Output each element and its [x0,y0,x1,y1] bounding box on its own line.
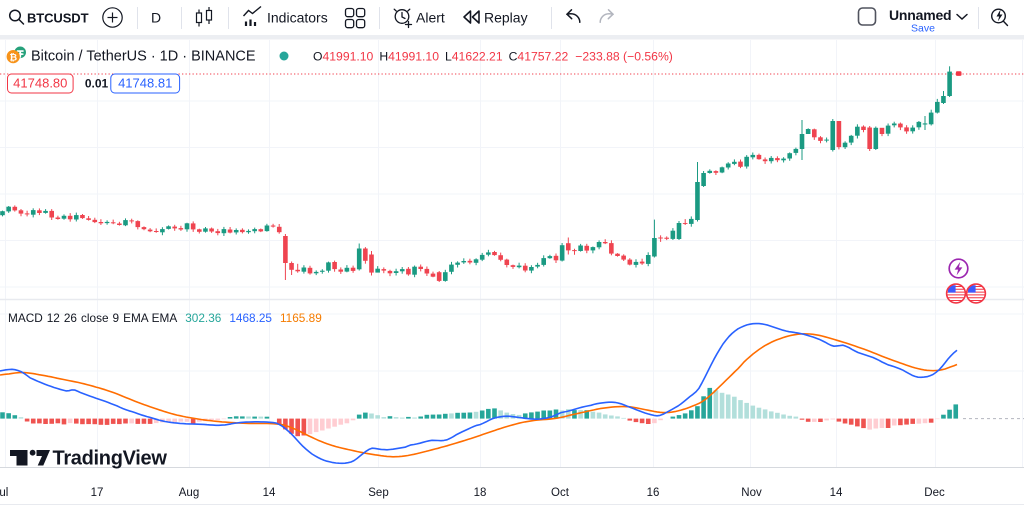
svg-text:41748.80: 41748.80 [13,76,67,91]
svg-text:Indicators: Indicators [267,10,328,26]
svg-text:Aug: Aug [179,487,199,499]
svg-text:Save: Save [911,23,935,35]
svg-text:16: 16 [647,487,660,499]
svg-text:Oct: Oct [551,487,570,499]
svg-text:0.01: 0.01 [85,77,109,91]
svg-text:Unnamed: Unnamed [889,7,951,23]
svg-text:Sep: Sep [368,487,388,499]
svg-text:D: D [151,10,161,26]
svg-text:Replay: Replay [484,10,528,26]
svg-text:18: 18 [474,487,487,499]
svg-text:Nov: Nov [741,487,762,499]
svg-text:41748.81: 41748.81 [118,76,172,91]
svg-text:BTCUSDT: BTCUSDT [27,11,89,26]
svg-text:17: 17 [91,487,104,499]
svg-text:14: 14 [263,487,276,499]
svg-text:Dec: Dec [924,487,945,499]
svg-text:Alert: Alert [416,10,445,26]
svg-text:₿: ₿ [9,53,17,64]
svg-text:TradingView: TradingView [53,448,168,470]
svg-text:Jul: Jul [0,487,8,499]
svg-text:14: 14 [830,487,843,499]
svg-text:Bitcoin / TetherUS · 1D · BINA: Bitcoin / TetherUS · 1D · BINANCE [31,49,256,65]
